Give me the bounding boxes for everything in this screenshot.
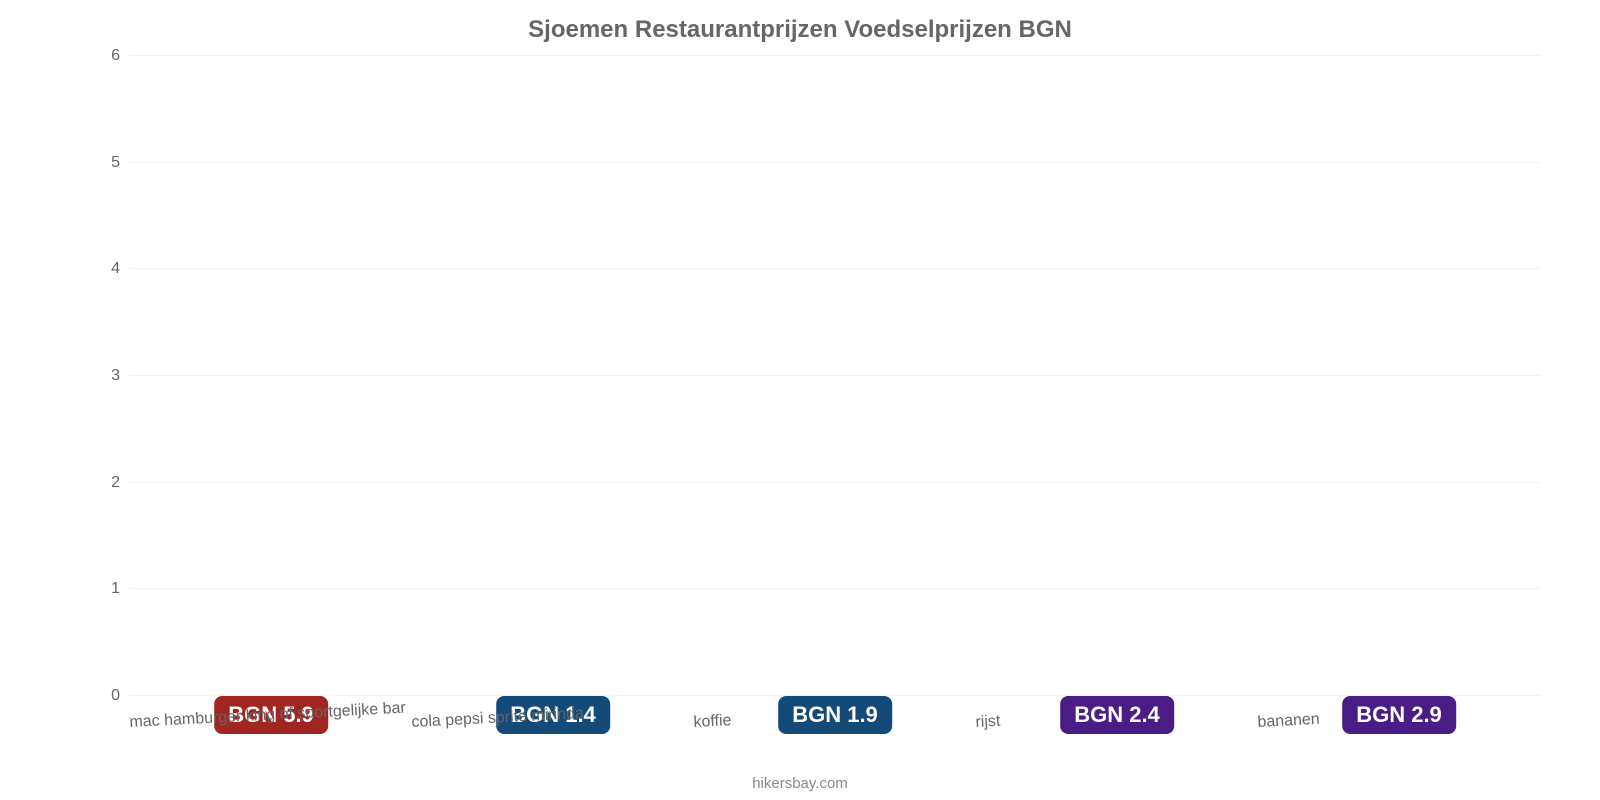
x-label-slot: mac hamburger king of soortgelijke bar	[130, 698, 412, 732]
y-tick-label: 6	[111, 47, 130, 65]
x-axis-labels: mac hamburger king of soortgelijke barco…	[130, 698, 1540, 732]
bars-container: BGN 5.9BGN 1.4BGN 1.9BGN 2.4BGN 2.9	[130, 56, 1540, 696]
y-tick-label: 4	[111, 260, 130, 278]
x-label-slot: cola pepsi sprite mirinda	[412, 698, 694, 732]
gridline	[130, 55, 1540, 56]
price-bar-chart: Sjoemen Restaurantprijzen Voedselprijzen…	[0, 0, 1600, 800]
y-tick-label: 0	[111, 687, 130, 705]
x-tick-label: koffie	[693, 712, 732, 732]
gridline	[130, 268, 1540, 269]
gridline	[130, 588, 1540, 589]
y-tick-label: 1	[111, 580, 130, 598]
chart-title: Sjoemen Restaurantprijzen Voedselprijzen…	[40, 16, 1560, 44]
y-tick-label: 2	[111, 474, 130, 492]
plot-area: BGN 5.9BGN 1.4BGN 1.9BGN 2.4BGN 2.9 0123…	[130, 56, 1540, 696]
x-label-slot: bananen	[1258, 698, 1540, 732]
gridline	[130, 482, 1540, 483]
gridline	[130, 695, 1540, 696]
x-label-slot: rijst	[976, 698, 1258, 732]
y-tick-label: 3	[111, 367, 130, 385]
x-tick-label: cola pepsi sprite mirinda	[411, 705, 584, 732]
y-tick-label: 5	[111, 154, 130, 172]
gridline	[130, 375, 1540, 376]
x-tick-label: mac hamburger king of soortgelijke bar	[129, 700, 406, 732]
gridline	[130, 162, 1540, 163]
x-label-slot: koffie	[694, 698, 976, 732]
x-tick-label: bananen	[1257, 711, 1320, 732]
x-tick-label: rijst	[975, 713, 1001, 732]
attribution-text: hikersbay.com	[752, 775, 848, 792]
